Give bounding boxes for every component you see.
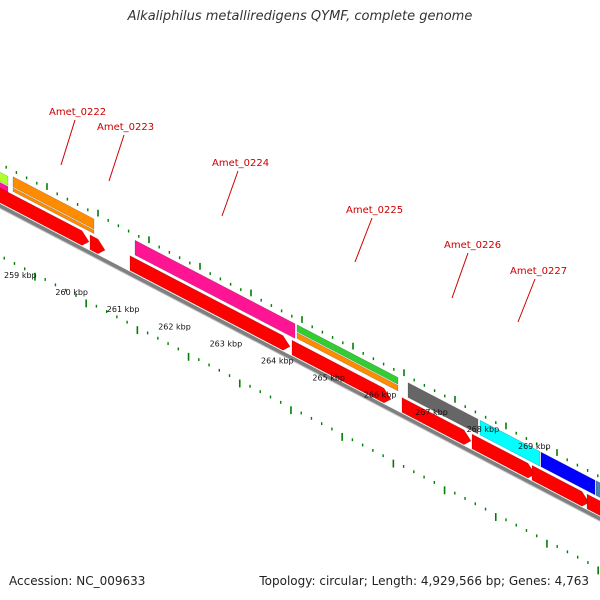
cds-arrow xyxy=(89,234,106,255)
feature-tracks xyxy=(0,171,600,516)
cds-arrow xyxy=(129,255,291,351)
cds-arrow xyxy=(401,397,472,445)
accession-label: Accession: NC_009633 xyxy=(9,574,146,588)
gene-callout: Amet_0224 xyxy=(212,158,269,217)
scale-label-kbp: 266 kbp xyxy=(364,391,397,400)
backbone-shadow xyxy=(0,207,600,522)
feature-orange-strip xyxy=(12,187,95,235)
scale-label-kbp: 259 kbp xyxy=(4,271,37,280)
gene-callouts: Amet_0222 Amet_0223 Amet_0224 Amet_0225 Amet… xyxy=(49,107,567,323)
cds-arrow xyxy=(531,464,590,507)
feature-orange-2 xyxy=(296,332,399,392)
scale-label-kbp: 264 kbp xyxy=(261,357,294,366)
feature-steelblue xyxy=(595,480,600,498)
genome-summary: Topology: circular; Length: 4,929,566 bp… xyxy=(259,574,589,588)
feature-lime xyxy=(0,171,9,186)
scale-label-kbp: 261 kbp xyxy=(107,305,140,314)
cds-arrow xyxy=(291,339,392,404)
callout-leader xyxy=(60,119,76,166)
feature-magenta xyxy=(134,239,296,339)
cds-arrow xyxy=(0,187,90,246)
backbone-layer xyxy=(0,203,600,522)
cds-arrow xyxy=(586,493,600,516)
callout-leader xyxy=(517,278,536,323)
gene-label: Amet_0222 xyxy=(49,107,106,118)
scale-label-kbp: 260 kbp xyxy=(55,288,88,297)
outer-tick-ring xyxy=(5,165,599,478)
feature-orange xyxy=(12,176,95,230)
gene-callout: Amet_0227 xyxy=(510,266,567,323)
gene-callout: Amet_0225 xyxy=(346,205,403,263)
gene-label: Amet_0226 xyxy=(444,240,501,251)
scale-label-kbp: 269 kbp xyxy=(518,442,551,451)
backbone-line xyxy=(0,203,600,522)
scale-label-kbp: 262 kbp xyxy=(158,322,191,331)
gene-label: Amet_0223 xyxy=(97,122,154,133)
gene-callout: Amet_0222 xyxy=(49,107,106,166)
gene-callout: Amet_0223 xyxy=(97,122,154,182)
feature-cyan xyxy=(479,419,541,467)
callout-leader xyxy=(108,134,125,182)
scale-label-kbp: 265 kbp xyxy=(312,374,345,383)
scale-tick-ring xyxy=(3,256,599,575)
gene-callout: Amet_0226 xyxy=(444,240,501,299)
map-title: Alkaliphilus metalliredigens QYMF, compl… xyxy=(127,9,473,24)
scale-label-kbp: 263 kbp xyxy=(210,339,243,348)
scale-label-kbp: 268 kbp xyxy=(467,425,500,434)
gene-label: Amet_0227 xyxy=(510,266,567,277)
callout-leader xyxy=(221,170,239,217)
gene-label: Amet_0224 xyxy=(212,158,269,169)
callout-leader xyxy=(451,252,469,299)
gene-label: Amet_0225 xyxy=(346,205,403,216)
feature-gray xyxy=(407,382,479,435)
scale-label-kbp: 267 kbp xyxy=(415,408,448,417)
feature-blue xyxy=(540,451,596,496)
callout-leader xyxy=(354,217,373,263)
feature-green xyxy=(296,324,399,385)
scale-labels: 259 kbp 260 kbp 261 kbp 262 kbp 263 kbp 264 k… xyxy=(4,271,551,451)
cds-arrow xyxy=(471,433,536,479)
